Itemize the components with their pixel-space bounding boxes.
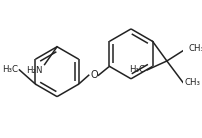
Text: H₃C: H₃C xyxy=(2,65,18,74)
Text: H₂N: H₂N xyxy=(26,66,43,75)
Text: CH₃: CH₃ xyxy=(184,78,200,87)
Text: CH₃: CH₃ xyxy=(187,44,202,53)
Text: O: O xyxy=(90,70,97,80)
Text: H₃C: H₃C xyxy=(129,65,145,74)
